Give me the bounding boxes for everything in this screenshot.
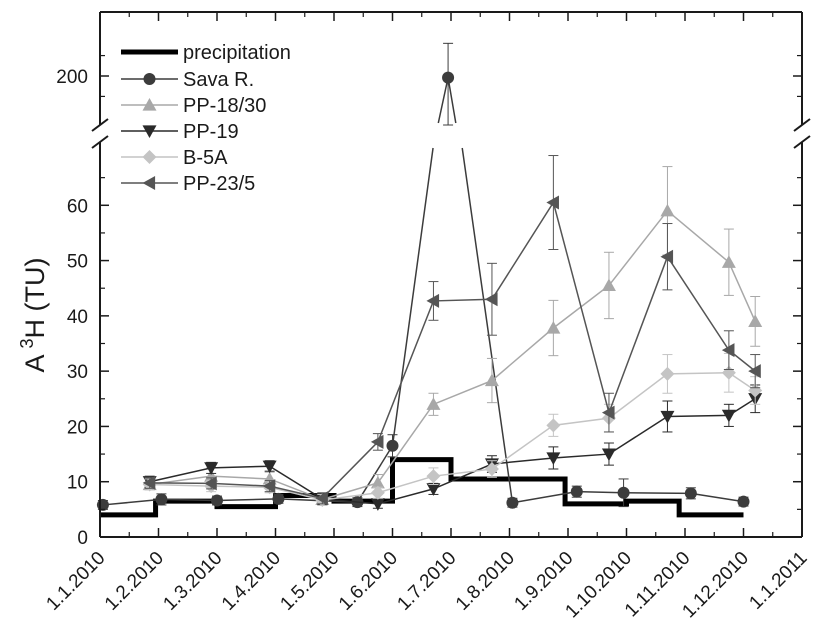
data-point-pp-23-5-1 xyxy=(204,476,217,491)
x-tick-label-0: 1.1.2010 xyxy=(42,548,109,615)
data-point-sava-r-7 xyxy=(506,496,519,509)
legend-marker-sava-r xyxy=(143,73,156,85)
x-tick-label-12: 1.1.2011 xyxy=(745,548,811,614)
legend-label-b-5a: B-5A xyxy=(183,147,228,169)
x-tick-label-6: 1.7.2010 xyxy=(393,548,460,615)
data-point-pp-18-30-11 xyxy=(748,314,763,327)
legend-marker-pp-19 xyxy=(142,125,157,138)
data-point-pp-23-5-9 xyxy=(660,249,674,264)
axis-break-mark-0-a xyxy=(91,118,109,132)
y-tick-label-30: 30 xyxy=(67,362,88,383)
data-point-pp-19-1 xyxy=(204,462,219,475)
data-point-b-5a-6 xyxy=(484,461,499,476)
plot-area xyxy=(96,42,763,518)
data-point-pp-19-2 xyxy=(262,460,277,474)
y-tick-label-20: 20 xyxy=(67,417,88,438)
data-point-pp-23-5-7 xyxy=(546,195,559,210)
data-point-b-5a-5 xyxy=(426,469,441,484)
data-point-pp-19-5 xyxy=(426,483,441,496)
data-point-pp-18-30-10 xyxy=(721,255,736,268)
y-tick-label-50: 50 xyxy=(67,252,88,273)
legend-label-pp-23-5: PP-23/5 xyxy=(183,173,255,195)
data-point-pp-19-10 xyxy=(721,409,736,423)
data-point-sava-r-9 xyxy=(617,486,630,499)
data-point-pp-18-30-6 xyxy=(484,373,499,387)
legend-label-sava-r: Sava R. xyxy=(183,69,254,91)
x-tick-label-1: 1.2.2010 xyxy=(101,548,168,615)
x-tick-label-4: 1.5.2010 xyxy=(276,548,343,615)
legend-marker-pp-23-5 xyxy=(142,176,156,190)
series-line-pp-19 xyxy=(149,398,756,505)
error-bar-sava-r-6 xyxy=(443,42,454,126)
y-tick-label-40: 40 xyxy=(67,307,88,328)
data-point-pp-23-5-4 xyxy=(370,434,384,449)
data-point-pp-23-5-3 xyxy=(315,491,328,506)
legend-marker-pp-18-30 xyxy=(142,98,157,111)
data-point-pp-23-5-8 xyxy=(601,405,615,420)
data-point-pp-19-8 xyxy=(601,448,616,462)
data-point-pp-18-30-7 xyxy=(546,321,561,334)
data-point-pp-18-30-5 xyxy=(426,397,441,410)
axis-break-mark-1-a xyxy=(793,118,811,132)
axis-break-mark-1-b xyxy=(793,135,811,149)
series-line-pp-18-30 xyxy=(149,209,756,501)
y-tick-label-10: 10 xyxy=(67,473,88,494)
legend-label-pp-18-30: PP-18/30 xyxy=(183,95,266,117)
data-point-pp-18-30-4 xyxy=(370,475,385,489)
precipitation-line xyxy=(100,457,744,518)
x-tick-label-5: 1.6.2010 xyxy=(335,548,402,615)
data-point-b-5a-9 xyxy=(660,366,675,381)
data-point-pp-23-5-11 xyxy=(748,364,761,379)
data-point-pp-19-9 xyxy=(660,410,675,424)
data-point-sava-r-5 xyxy=(386,439,399,452)
data-point-pp-19-4 xyxy=(370,498,385,511)
data-point-b-5a-4 xyxy=(370,485,385,500)
series-line-b-5a xyxy=(149,372,756,501)
y-tick-label-0: 0 xyxy=(77,528,88,549)
axis-break-mark-0-b xyxy=(91,135,109,149)
data-point-b-5a-11 xyxy=(748,383,763,398)
data-point-pp-23-5-10 xyxy=(721,343,735,358)
data-point-pp-23-5-0 xyxy=(142,475,156,490)
data-point-pp-19-7 xyxy=(546,452,561,465)
legend-label-pp-19: PP-19 xyxy=(183,121,239,143)
y-tick-label-60: 60 xyxy=(67,196,88,217)
data-point-sava-r-11 xyxy=(737,495,750,508)
data-point-sava-r-1 xyxy=(155,493,168,506)
legend-marker-b-5a xyxy=(142,150,157,164)
data-point-sava-r-3 xyxy=(272,492,285,505)
data-point-pp-23-5-2 xyxy=(262,479,276,494)
data-point-pp-23-5-5 xyxy=(426,293,440,308)
legend-label-precipitation: precipitation xyxy=(183,42,291,64)
data-point-sava-r-8 xyxy=(570,485,583,498)
x-tick-label-7: 1.8.2010 xyxy=(452,548,519,615)
x-tick-label-3: 1.4.2010 xyxy=(218,548,285,615)
data-point-pp-23-5-6 xyxy=(484,292,498,307)
x-tick-label-2: 1.3.2010 xyxy=(159,548,226,615)
data-point-sava-r-2 xyxy=(211,494,223,507)
series-line-pp-23-5 xyxy=(149,200,756,500)
data-point-pp-18-30-8 xyxy=(601,278,616,292)
data-point-pp-18-30-9 xyxy=(660,203,675,217)
y-tick-label-200: 200 xyxy=(56,67,88,88)
data-point-sava-r-6 xyxy=(442,71,455,84)
legend: precipitation Sava R. PP-18/30 PP-19 B-5A PP-… xyxy=(121,42,291,195)
data-point-sava-r-10 xyxy=(684,487,697,500)
y-axis-title: A 3H (TU) xyxy=(17,257,50,372)
data-point-b-5a-7 xyxy=(546,418,561,433)
